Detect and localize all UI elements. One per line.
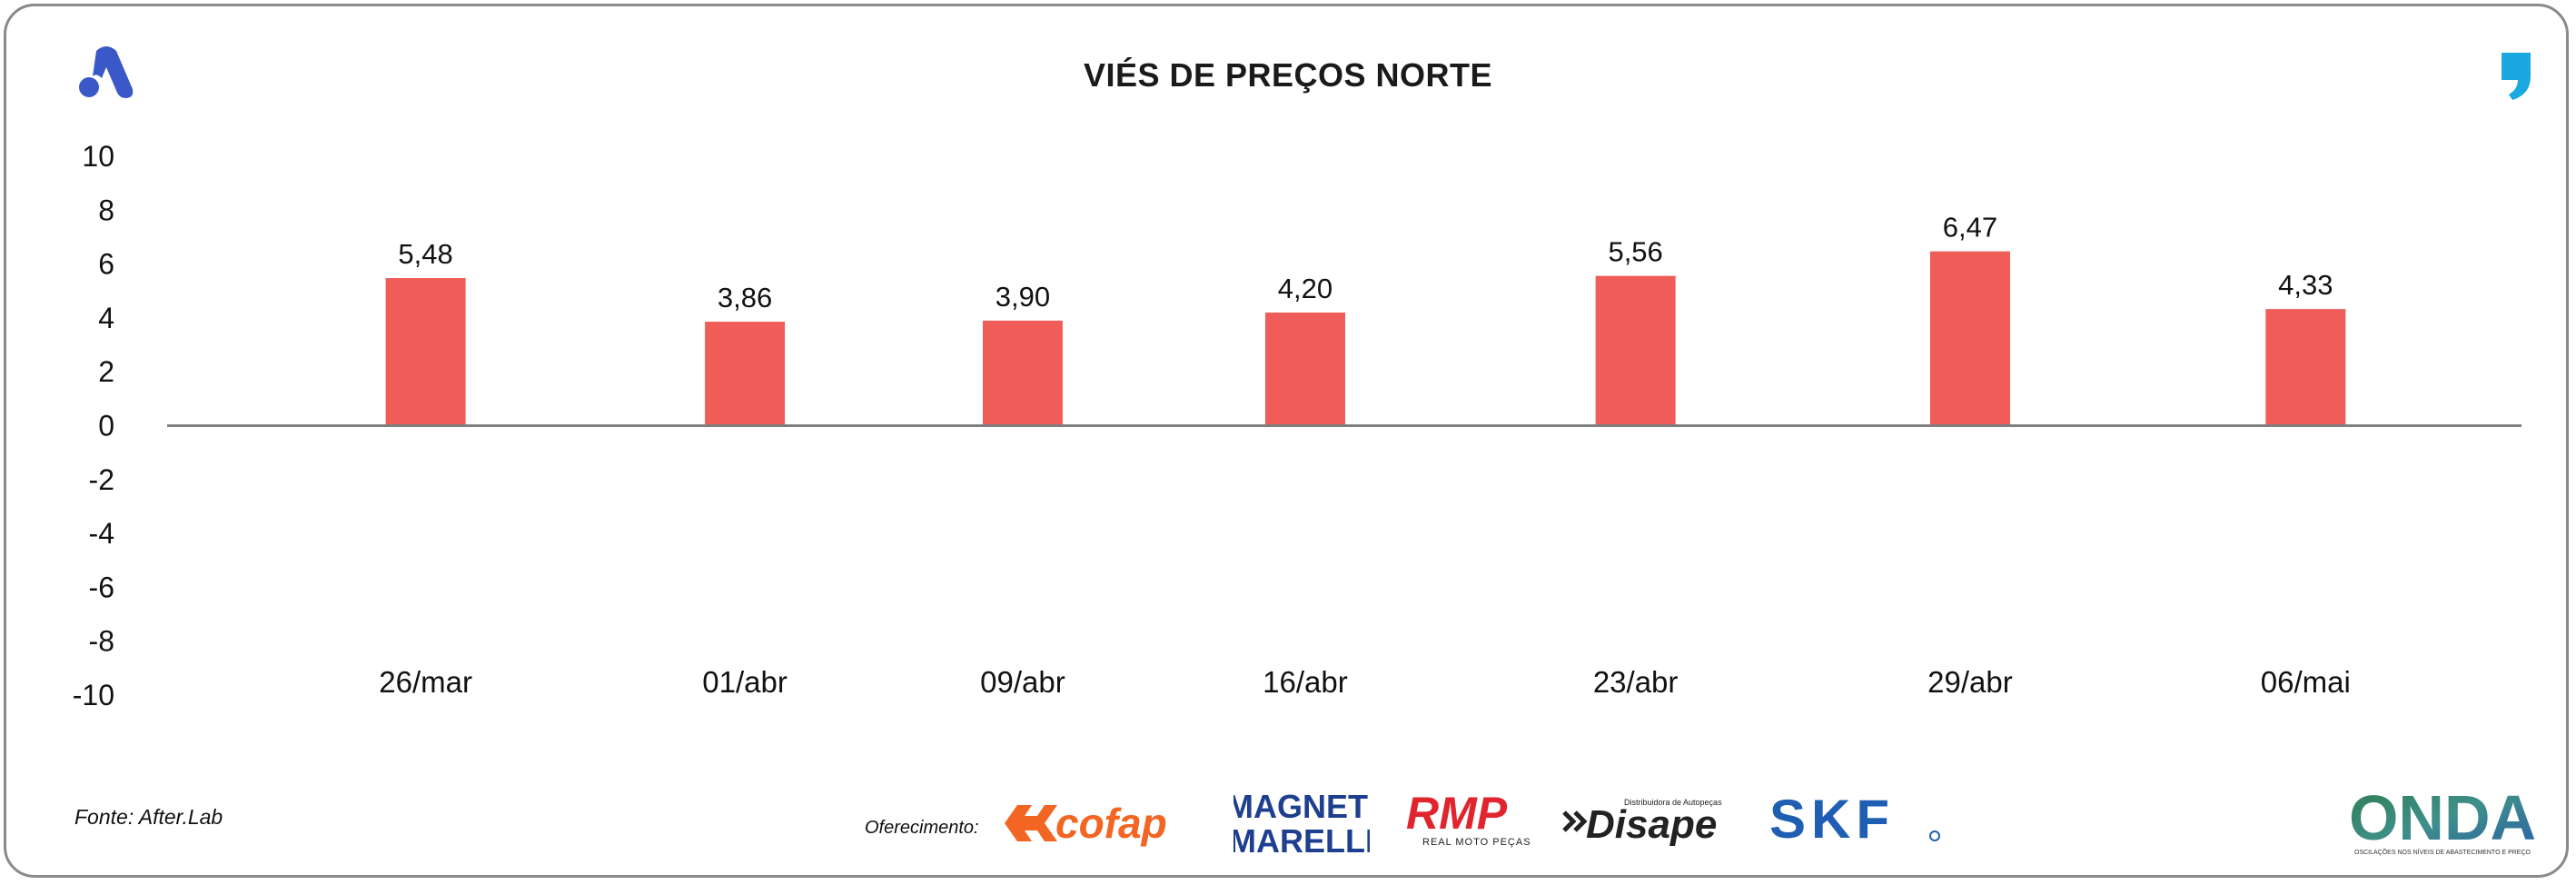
disape-logo: Distribuidora de Autopeças Disape [1562,798,1722,847]
disape-wordmark: Disape [1586,802,1717,847]
magneti-wordmark: MAGNETI [1234,788,1370,825]
bar [1929,251,2010,426]
y-tick-label: -4 [89,517,114,550]
chart-frame [4,4,2569,878]
bar [1595,275,1676,426]
skf-logo: SKF [1769,792,1940,849]
chart-title: VIÉS DE PREÇOS NORTE [1083,56,1493,94]
y-tick-label: 6 [98,248,114,281]
bar-chart: 10 8 6 4 2 0 -2 -4 -6 -8 -10 5,48 3,86 3,90 4,20 5,56 6… [73,140,2522,711]
quote-icon [2502,53,2531,100]
y-tick-label: -2 [89,463,114,496]
onda-logo: ONDA OSCILAÇÕES NOS NÍVEIS DE ABASTECIME… [2349,783,2536,856]
y-tick-label: 10 [82,140,114,173]
rmp-logo: RMP REAL MOTO PEÇAS [1406,792,1531,848]
skf-wordmark: SKF [1769,792,1895,849]
bar-data-label: 5,56 [1608,236,1662,268]
bar-data-label: 6,47 [1943,212,1997,244]
bar-data-label: 3,86 [718,282,772,313]
bar-data-label: 5,48 [398,238,452,270]
x-tick-label: 16/abr [1263,665,1348,699]
x-tick-label: 01/abr [702,665,788,699]
brand-a-icon [79,46,134,98]
y-tick-label: -10 [73,679,114,711]
cofap-wordmark: cofap [1055,800,1167,847]
y-tick-label: 4 [98,302,114,334]
x-tick-label: 23/abr [1593,665,1679,699]
cofap-logo: cofap [1005,800,1167,847]
rmp-wordmark: RMP [1406,792,1508,839]
disape-tagline: Distribuidora de Autopeças [1624,798,1722,807]
bar-data-label: 3,90 [996,281,1050,313]
bar-data-label: 4,20 [1278,273,1333,304]
y-tick-label: 8 [98,194,114,226]
rmp-tagline: REAL MOTO PEÇAS [1422,837,1531,848]
magneti-marelli-logo: MAGNETI MARELLI [1234,788,1370,858]
marelli-wordmark: MARELLI [1234,822,1370,858]
onda-tagline: OSCILAÇÕES NOS NÍVEIS DE ABASTECIMENTO E… [2354,848,2531,856]
y-tick-label: -8 [89,625,114,658]
bar [982,320,1063,426]
x-tick-label: 26/mar [379,665,472,699]
bar [705,322,786,426]
sponsor-intro: Oferecimento: [865,818,979,838]
x-axis: 26/mar 01/abr 09/abr 16/abr 23/abr 29/abr 06/m… [379,665,2351,699]
y-axis: 10 8 6 4 2 0 -2 -4 -6 -8 -10 [73,140,114,711]
bar [1264,312,1345,426]
x-tick-label: 09/abr [980,665,1065,699]
bar [385,278,466,426]
y-tick-label: 2 [98,355,114,388]
source-note: Fonte: After.Lab [74,805,223,829]
bar [2265,309,2346,426]
y-tick-label: -6 [89,571,114,603]
y-tick-label: 0 [98,410,114,442]
x-tick-label: 29/abr [1927,665,2013,699]
bar-data-label: 4,33 [2278,269,2333,301]
x-tick-label: 06/mai [2261,665,2351,699]
onda-wordmark: ONDA [2349,783,2536,853]
bar-series: 5,48 3,86 3,90 4,20 5,56 6,47 4,33 [385,212,2346,426]
